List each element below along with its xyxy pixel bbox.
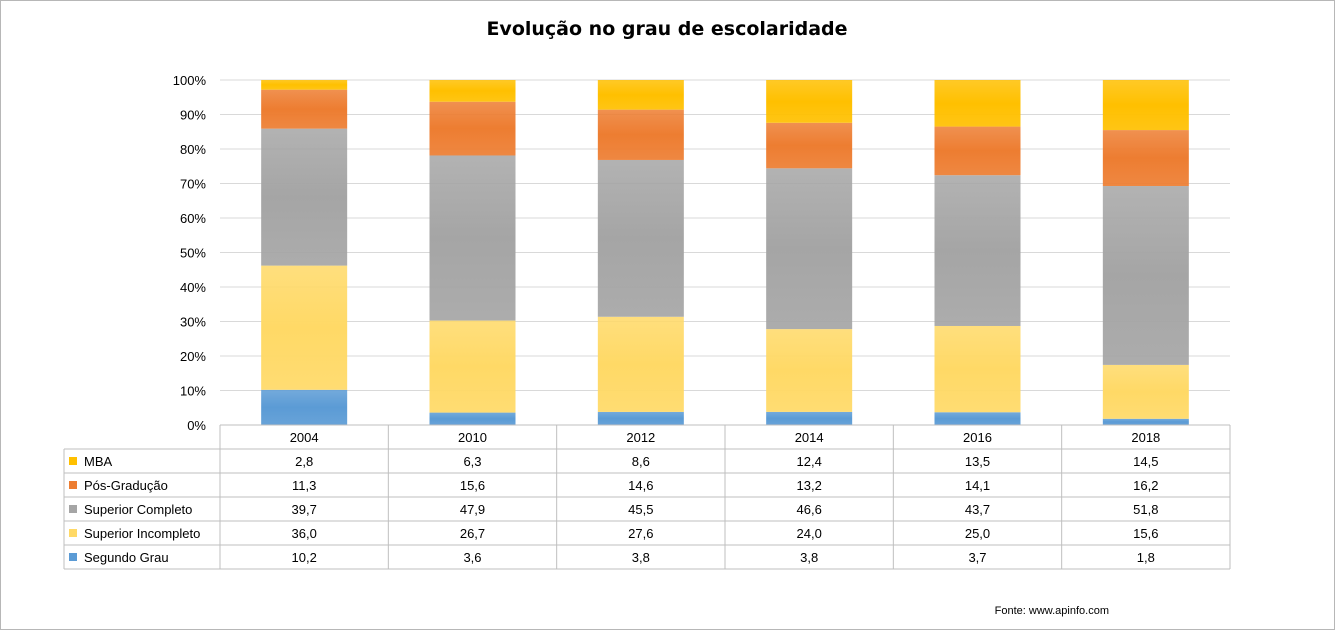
y-tick-label: 30% <box>180 315 206 330</box>
bar-superior-incompleto-2010 <box>429 320 516 413</box>
bar-p-s-gradu-o-2012 <box>597 109 684 160</box>
data-label: 11,3 <box>292 478 316 493</box>
data-label: 13,5 <box>965 454 990 469</box>
x-tick-label: 2004 <box>290 430 319 445</box>
data-label: 43,7 <box>965 502 990 517</box>
y-tick-label: 60% <box>180 211 206 226</box>
legend-swatch <box>69 553 77 561</box>
x-tick-label: 2016 <box>963 430 992 445</box>
data-label: 10,2 <box>292 550 317 565</box>
x-tick-label: 2012 <box>626 430 655 445</box>
bar-superior-incompleto-2014 <box>766 329 853 412</box>
bar-superior-incompleto-2016 <box>934 325 1021 413</box>
y-tick-label: 90% <box>180 108 206 123</box>
bar-superior-completo-2014 <box>766 168 853 330</box>
data-label: 14,6 <box>628 478 653 493</box>
data-label: 46,6 <box>797 502 822 517</box>
data-label: 39,7 <box>292 502 317 517</box>
data-label: 24,0 <box>797 526 822 541</box>
y-tick-label: 0% <box>187 418 206 433</box>
bar-mba-2004 <box>261 80 348 90</box>
bar-p-s-gradu-o-2014 <box>766 122 853 169</box>
bar-segundo-grau-2004 <box>261 389 348 425</box>
bar-p-s-gradu-o-2018 <box>1102 130 1189 187</box>
y-tick-label: 70% <box>180 177 206 192</box>
legend-entry: Segundo Grau <box>84 550 169 565</box>
bar-superior-completo-2012 <box>597 159 684 317</box>
bar-superior-completo-2010 <box>429 155 516 321</box>
bar-mba-2014 <box>766 80 853 123</box>
x-tick-label: 2014 <box>795 430 824 445</box>
bars <box>261 80 1189 425</box>
legend-swatch <box>69 505 77 513</box>
data-label: 14,5 <box>1133 454 1158 469</box>
bar-segundo-grau-2014 <box>766 411 853 425</box>
source-note: Fonte: www.apinfo.com <box>995 605 1109 617</box>
legend-entry: Pós-Gradução <box>84 478 168 493</box>
y-tick-label: 100% <box>173 73 207 88</box>
bar-superior-incompleto-2012 <box>597 316 684 412</box>
legend-entry: MBA <box>84 454 113 469</box>
data-label: 26,7 <box>460 526 485 541</box>
y-tick-label: 50% <box>180 246 206 261</box>
data-label: 27,6 <box>628 526 653 541</box>
y-tick-label: 20% <box>180 349 206 364</box>
data-label: 2,8 <box>295 454 313 469</box>
data-label: 25,0 <box>965 526 990 541</box>
data-label: 13,2 <box>797 478 822 493</box>
legend-entry: Superior Incompleto <box>84 526 200 541</box>
bar-p-s-gradu-o-2004 <box>261 89 348 129</box>
data-label: 15,6 <box>1133 526 1158 541</box>
y-axis: 0% 10% 20% 30% 40% 50% 60% 70% 80% 90% 100% <box>173 73 207 433</box>
y-tick-label: 80% <box>180 142 206 157</box>
data-label: 47,9 <box>460 502 485 517</box>
gridlines <box>220 79 1230 426</box>
x-tick-label: 2010 <box>458 430 487 445</box>
bar-superior-completo-2016 <box>934 175 1021 326</box>
data-label: 16,2 <box>1133 478 1158 493</box>
legend-entry: Superior Completo <box>84 502 192 517</box>
data-label: 12,4 <box>797 454 822 469</box>
data-label: 14,1 <box>965 478 990 493</box>
data-label: 3,7 <box>968 550 986 565</box>
bar-mba-2016 <box>934 80 1021 127</box>
data-label: 6,3 <box>463 454 481 469</box>
data-label: 51,8 <box>1133 502 1158 517</box>
bar-superior-completo-2018 <box>1102 186 1189 365</box>
bar-p-s-gradu-o-2016 <box>934 126 1021 176</box>
y-tick-label: 40% <box>180 280 206 295</box>
bar-segundo-grau-2018 <box>1102 418 1189 425</box>
data-table: 2004 2010 2012 2014 2016 2018 MBA 2,8 6,3 8,6 12,4… <box>63 424 1231 570</box>
y-tick-label: 10% <box>180 384 206 399</box>
bar-superior-incompleto-2004 <box>261 265 348 390</box>
bar-segundo-grau-2010 <box>429 412 516 425</box>
data-label: 45,5 <box>628 502 653 517</box>
bar-p-s-gradu-o-2010 <box>429 101 516 156</box>
bar-superior-completo-2004 <box>261 128 348 266</box>
data-label: 8,6 <box>632 454 650 469</box>
bar-superior-incompleto-2018 <box>1102 364 1189 419</box>
bar-mba-2010 <box>429 80 516 102</box>
legend-swatch <box>69 481 77 489</box>
bar-segundo-grau-2016 <box>934 412 1021 425</box>
data-label: 3,8 <box>800 550 818 565</box>
legend-swatch <box>69 529 77 537</box>
data-label: 15,6 <box>460 478 485 493</box>
legend-swatch <box>69 457 77 465</box>
chart-title: Evolução no grau de escolaridade <box>486 18 847 40</box>
bar-segundo-grau-2012 <box>597 411 684 425</box>
bar-mba-2018 <box>1102 80 1189 131</box>
bar-mba-2012 <box>597 80 684 110</box>
data-label: 3,6 <box>463 550 481 565</box>
data-label: 3,8 <box>632 550 650 565</box>
x-tick-label: 2018 <box>1131 430 1160 445</box>
data-label: 1,8 <box>1137 550 1155 565</box>
data-label: 36,0 <box>292 526 317 541</box>
